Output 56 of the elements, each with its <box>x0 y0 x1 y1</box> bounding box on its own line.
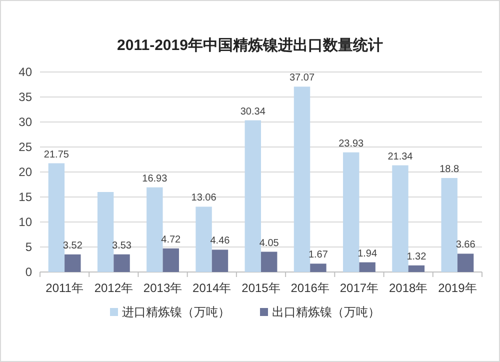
data-label: 4.46 <box>210 236 230 247</box>
y-tick-label: 5 <box>25 240 32 254</box>
bar <box>294 86 310 272</box>
data-label: 1.94 <box>358 248 378 260</box>
y-tick-label: 10 <box>18 215 32 229</box>
bar <box>343 152 360 272</box>
bar <box>359 262 376 272</box>
data-label: 23.93 <box>338 138 364 150</box>
bar <box>261 252 278 272</box>
y-tick-label: 15 <box>18 190 32 204</box>
x-tick-label: 2013年 <box>143 281 182 295</box>
bar <box>196 206 212 272</box>
data-label: 21.75 <box>44 149 70 160</box>
data-label: 1.32 <box>406 251 427 262</box>
bar <box>392 165 408 272</box>
chart-title: 2011-2019年中国精炼镍进出口数量统计 <box>117 37 383 54</box>
data-label: 3.66 <box>456 240 476 251</box>
y-tick-label: 20 <box>18 165 32 179</box>
legend-label: 进口精炼镍（万吨） <box>122 305 230 319</box>
bar <box>64 254 81 272</box>
y-tick-label: 35 <box>18 90 32 104</box>
data-label: 16.93 <box>142 173 168 184</box>
x-tick-label: 2018年 <box>388 281 428 295</box>
bar <box>146 187 163 272</box>
x-tick-label: 2015年 <box>242 281 280 295</box>
data-label: 30.34 <box>240 106 266 118</box>
bar <box>114 254 130 272</box>
bar <box>408 265 425 272</box>
x-tick-label: 2019年 <box>438 281 477 295</box>
data-label: 4.05 <box>259 238 280 249</box>
y-tick-label: 40 <box>18 65 32 79</box>
x-tick-label: 2016年 <box>290 281 330 295</box>
bar <box>310 264 326 272</box>
data-label: 37.07 <box>289 72 315 84</box>
data-label: 4.72 <box>161 234 182 246</box>
y-tick-label: 0 <box>25 265 32 279</box>
bar <box>441 178 458 272</box>
bar <box>212 250 228 272</box>
bar <box>244 120 261 272</box>
data-label: 1.67 <box>308 250 328 261</box>
x-tick-label: 2017年 <box>340 281 379 295</box>
x-tick-label: 2014年 <box>192 281 232 295</box>
y-tick-label: 30 <box>18 115 32 129</box>
y-tick-label: 25 <box>18 140 32 154</box>
data-label: 13.06 <box>191 192 217 204</box>
data-label: 3.52 <box>62 240 83 252</box>
bar <box>97 192 114 272</box>
data-label: 21.34 <box>388 151 414 162</box>
data-label: 18.8 <box>440 164 460 175</box>
x-tick-label: 2011年 <box>46 281 84 295</box>
bar <box>162 248 179 272</box>
bar <box>48 163 65 272</box>
legend-label: 出口精炼镍（万吨） <box>272 305 380 319</box>
data-label: 3.53 <box>112 240 132 252</box>
x-tick-label: 2012年 <box>94 281 134 295</box>
bar <box>457 254 474 272</box>
